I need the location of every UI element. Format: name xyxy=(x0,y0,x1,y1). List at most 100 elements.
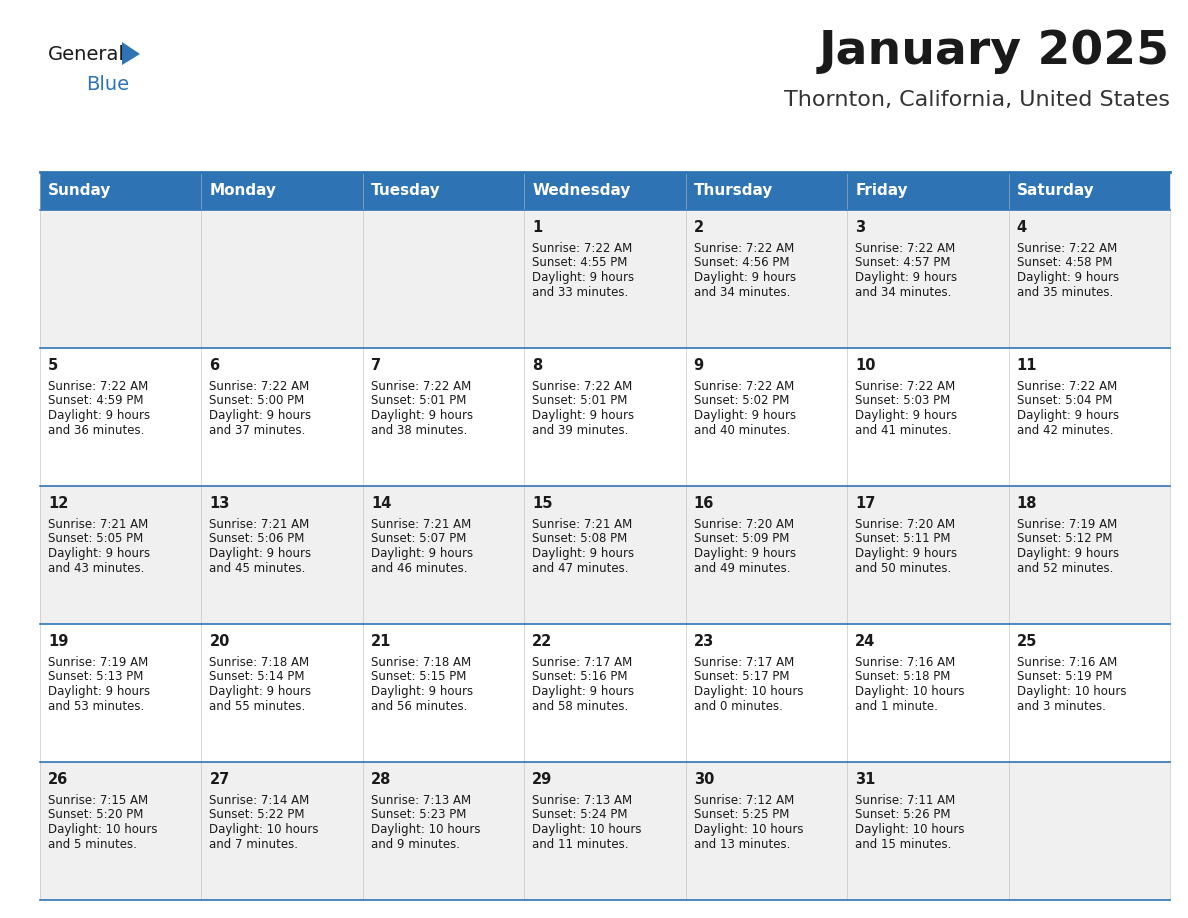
Text: and 33 minutes.: and 33 minutes. xyxy=(532,285,628,298)
Bar xyxy=(40,210,202,348)
Text: Sunrise: 7:21 AM: Sunrise: 7:21 AM xyxy=(371,518,472,531)
Bar xyxy=(1009,210,1170,348)
Text: General: General xyxy=(48,46,125,64)
Text: Daylight: 10 hours: Daylight: 10 hours xyxy=(855,823,965,836)
Text: 31: 31 xyxy=(855,772,876,787)
Text: and 58 minutes.: and 58 minutes. xyxy=(532,700,628,712)
Bar xyxy=(202,172,362,210)
Text: Daylight: 9 hours: Daylight: 9 hours xyxy=(532,547,634,560)
Text: Sunrise: 7:21 AM: Sunrise: 7:21 AM xyxy=(209,518,310,531)
Bar xyxy=(40,348,202,486)
Text: Sunset: 5:20 PM: Sunset: 5:20 PM xyxy=(48,809,144,822)
Text: Sunrise: 7:19 AM: Sunrise: 7:19 AM xyxy=(48,656,148,669)
Text: 13: 13 xyxy=(209,496,229,511)
Text: and 42 minutes.: and 42 minutes. xyxy=(1017,423,1113,436)
Text: 25: 25 xyxy=(1017,634,1037,649)
Text: Daylight: 10 hours: Daylight: 10 hours xyxy=(855,685,965,698)
Text: 17: 17 xyxy=(855,496,876,511)
Text: Sunset: 5:16 PM: Sunset: 5:16 PM xyxy=(532,670,627,684)
Text: Sunset: 5:06 PM: Sunset: 5:06 PM xyxy=(209,532,305,545)
Text: Sunrise: 7:18 AM: Sunrise: 7:18 AM xyxy=(209,656,310,669)
Text: and 41 minutes.: and 41 minutes. xyxy=(855,423,952,436)
Text: Thursday: Thursday xyxy=(694,184,773,198)
Bar xyxy=(202,624,362,762)
Text: Daylight: 9 hours: Daylight: 9 hours xyxy=(371,685,473,698)
Text: Daylight: 9 hours: Daylight: 9 hours xyxy=(694,547,796,560)
Text: Sunrise: 7:22 AM: Sunrise: 7:22 AM xyxy=(532,242,632,255)
Text: Sunset: 5:11 PM: Sunset: 5:11 PM xyxy=(855,532,950,545)
Text: Daylight: 9 hours: Daylight: 9 hours xyxy=(371,409,473,422)
Text: Sunrise: 7:22 AM: Sunrise: 7:22 AM xyxy=(694,380,794,393)
Text: and 3 minutes.: and 3 minutes. xyxy=(1017,700,1106,712)
Text: and 36 minutes.: and 36 minutes. xyxy=(48,423,145,436)
Text: 8: 8 xyxy=(532,358,543,373)
Text: 4: 4 xyxy=(1017,220,1026,235)
Text: and 52 minutes.: and 52 minutes. xyxy=(1017,562,1113,575)
Text: Daylight: 9 hours: Daylight: 9 hours xyxy=(209,409,311,422)
Text: Sunrise: 7:13 AM: Sunrise: 7:13 AM xyxy=(371,794,470,807)
Text: Sunset: 5:14 PM: Sunset: 5:14 PM xyxy=(209,670,305,684)
Text: 9: 9 xyxy=(694,358,703,373)
Text: Sunset: 5:19 PM: Sunset: 5:19 PM xyxy=(1017,670,1112,684)
Text: Friday: Friday xyxy=(855,184,908,198)
Text: Sunrise: 7:22 AM: Sunrise: 7:22 AM xyxy=(1017,380,1117,393)
Text: and 49 minutes.: and 49 minutes. xyxy=(694,562,790,575)
Text: Daylight: 10 hours: Daylight: 10 hours xyxy=(209,823,318,836)
Bar xyxy=(847,762,1009,900)
Text: Daylight: 9 hours: Daylight: 9 hours xyxy=(209,685,311,698)
Bar xyxy=(524,486,685,624)
Text: Daylight: 10 hours: Daylight: 10 hours xyxy=(694,685,803,698)
Text: Daylight: 9 hours: Daylight: 9 hours xyxy=(855,409,958,422)
Text: Daylight: 10 hours: Daylight: 10 hours xyxy=(694,823,803,836)
Text: and 7 minutes.: and 7 minutes. xyxy=(209,837,298,850)
Text: Sunrise: 7:22 AM: Sunrise: 7:22 AM xyxy=(209,380,310,393)
Text: Daylight: 9 hours: Daylight: 9 hours xyxy=(1017,547,1119,560)
Text: Sunrise: 7:14 AM: Sunrise: 7:14 AM xyxy=(209,794,310,807)
Text: Sunset: 5:17 PM: Sunset: 5:17 PM xyxy=(694,670,789,684)
Text: Daylight: 9 hours: Daylight: 9 hours xyxy=(694,409,796,422)
Text: 12: 12 xyxy=(48,496,69,511)
Bar xyxy=(524,210,685,348)
Text: Sunrise: 7:18 AM: Sunrise: 7:18 AM xyxy=(371,656,470,669)
Text: 14: 14 xyxy=(371,496,391,511)
Text: Sunrise: 7:17 AM: Sunrise: 7:17 AM xyxy=(694,656,794,669)
Text: Sunset: 4:55 PM: Sunset: 4:55 PM xyxy=(532,256,627,270)
Text: 18: 18 xyxy=(1017,496,1037,511)
Text: Sunset: 4:59 PM: Sunset: 4:59 PM xyxy=(48,395,144,408)
Bar xyxy=(847,210,1009,348)
Text: Sunrise: 7:21 AM: Sunrise: 7:21 AM xyxy=(48,518,148,531)
Text: 22: 22 xyxy=(532,634,552,649)
Text: Daylight: 10 hours: Daylight: 10 hours xyxy=(532,823,642,836)
Text: Daylight: 9 hours: Daylight: 9 hours xyxy=(855,271,958,284)
Text: Tuesday: Tuesday xyxy=(371,184,441,198)
Text: and 55 minutes.: and 55 minutes. xyxy=(209,700,305,712)
Bar xyxy=(40,172,202,210)
Text: Sunrise: 7:20 AM: Sunrise: 7:20 AM xyxy=(855,518,955,531)
Bar xyxy=(202,486,362,624)
Text: Sunrise: 7:20 AM: Sunrise: 7:20 AM xyxy=(694,518,794,531)
Text: Sunrise: 7:22 AM: Sunrise: 7:22 AM xyxy=(855,242,955,255)
Text: 7: 7 xyxy=(371,358,381,373)
Text: and 43 minutes.: and 43 minutes. xyxy=(48,562,145,575)
Text: 21: 21 xyxy=(371,634,391,649)
Bar xyxy=(362,624,524,762)
Bar xyxy=(362,172,524,210)
Text: Thornton, California, United States: Thornton, California, United States xyxy=(784,90,1170,110)
Text: Sunrise: 7:21 AM: Sunrise: 7:21 AM xyxy=(532,518,632,531)
Text: Sunset: 5:15 PM: Sunset: 5:15 PM xyxy=(371,670,466,684)
Bar xyxy=(685,210,847,348)
Text: Daylight: 9 hours: Daylight: 9 hours xyxy=(48,409,150,422)
Text: 16: 16 xyxy=(694,496,714,511)
Text: and 5 minutes.: and 5 minutes. xyxy=(48,837,137,850)
Text: and 35 minutes.: and 35 minutes. xyxy=(1017,285,1113,298)
Bar xyxy=(847,624,1009,762)
Text: Blue: Blue xyxy=(86,75,129,95)
Bar xyxy=(685,762,847,900)
Text: and 39 minutes.: and 39 minutes. xyxy=(532,423,628,436)
Text: Sunset: 4:56 PM: Sunset: 4:56 PM xyxy=(694,256,789,270)
Text: Sunrise: 7:19 AM: Sunrise: 7:19 AM xyxy=(1017,518,1117,531)
Text: 26: 26 xyxy=(48,772,68,787)
Text: 5: 5 xyxy=(48,358,58,373)
Text: Daylight: 9 hours: Daylight: 9 hours xyxy=(532,409,634,422)
Text: Sunset: 5:23 PM: Sunset: 5:23 PM xyxy=(371,809,466,822)
